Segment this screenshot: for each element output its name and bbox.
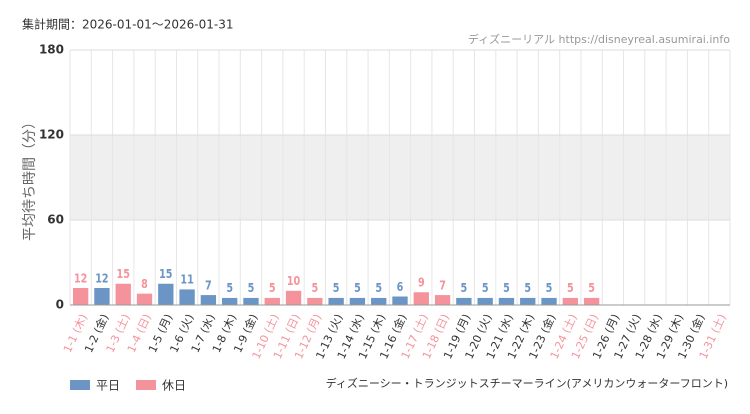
data-label: 5: [588, 281, 595, 295]
bar: [115, 283, 131, 305]
data-label: 7: [439, 278, 446, 292]
data-label: 5: [333, 281, 340, 295]
bar: [520, 297, 536, 305]
data-label: 15: [159, 267, 172, 281]
bar: [264, 297, 280, 305]
data-label: 12: [74, 271, 87, 285]
data-label: 5: [524, 281, 531, 295]
legend-label: 休日: [162, 379, 186, 393]
bar: [371, 297, 387, 305]
legend-swatch: [136, 380, 156, 390]
source: ディズニーリアル https://disneyreal.asumirai.inf…: [468, 32, 730, 46]
bar: [562, 297, 578, 305]
y-tick-label: 180: [39, 43, 64, 57]
data-label: 5: [311, 281, 318, 295]
data-label: 5: [354, 281, 361, 295]
shaded-band: [70, 135, 730, 220]
bar: [413, 292, 429, 305]
data-label: 9: [418, 276, 425, 290]
data-label: 7: [205, 278, 212, 292]
bar: [583, 297, 600, 305]
data-label: 5: [567, 281, 574, 295]
data-label: 11: [180, 273, 193, 287]
data-label: 5: [375, 281, 382, 295]
data-label: 5: [269, 281, 276, 295]
data-label: 5: [482, 281, 489, 295]
subtitle: ディズニーシー・トランジットスチーマーライン(アメリカンウォーターフロント): [326, 376, 728, 390]
bar: [498, 297, 515, 305]
bar: [285, 290, 302, 305]
y-tick-label: 0: [56, 298, 64, 312]
bar: [94, 288, 110, 305]
data-label: 5: [461, 281, 468, 295]
data-label: 12: [95, 271, 108, 285]
data-label: 5: [248, 281, 255, 295]
bar: [541, 297, 557, 305]
data-label: 10: [287, 274, 301, 288]
bar: [72, 288, 89, 305]
bar: [328, 297, 344, 305]
data-label: 5: [226, 281, 233, 295]
data-label: 8: [141, 277, 148, 291]
legend-label: 平日: [96, 379, 120, 393]
chart-title: 集計期間：2026-01-01～2026-01-31: [22, 17, 233, 32]
data-label: 15: [117, 267, 130, 281]
bar: [392, 296, 408, 305]
data-label: 5: [503, 281, 510, 295]
bar: [456, 297, 472, 305]
y-tick-label: 120: [39, 128, 64, 142]
data-label: 5: [546, 281, 553, 295]
bar: [200, 295, 217, 305]
bar: [179, 289, 195, 305]
bar: [477, 297, 493, 305]
legend-swatch: [70, 380, 90, 390]
bar: [434, 295, 451, 305]
data-label: 6: [397, 280, 404, 294]
bar: [222, 297, 238, 305]
bar: [158, 283, 174, 305]
bar: [349, 297, 366, 305]
y-tick-label: 60: [47, 213, 64, 227]
bar: [243, 297, 259, 305]
bar: [136, 293, 153, 305]
bar: [307, 297, 323, 305]
y-axis-title: 平均待ち時間（分）: [22, 115, 38, 241]
